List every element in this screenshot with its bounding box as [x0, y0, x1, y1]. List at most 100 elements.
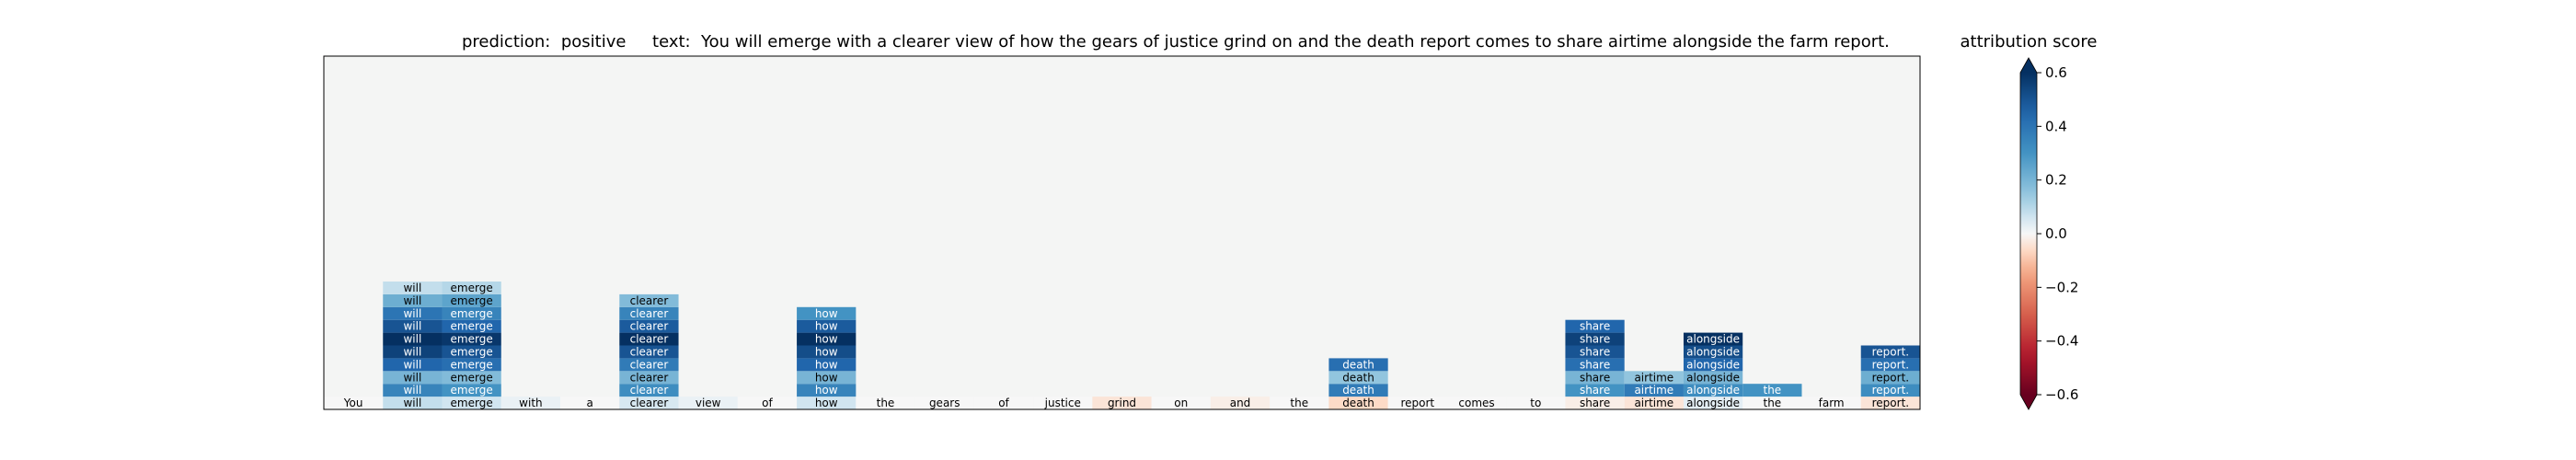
- stack-token-cell: [619, 358, 679, 372]
- stack-token-label: alongside: [1686, 371, 1740, 384]
- stack-token-label: airtime: [1634, 384, 1673, 397]
- base-token-cell: [500, 397, 561, 409]
- stack-token: how: [797, 306, 857, 320]
- stack-token-label: clearer: [630, 320, 669, 333]
- stack-token-cell: [1860, 345, 1920, 359]
- base-token-cell: [1742, 397, 1802, 409]
- base-token-cell: [1328, 397, 1388, 409]
- stack-token: will: [383, 332, 443, 346]
- stack-token-cell: [797, 306, 857, 320]
- plot-area: [323, 55, 1921, 410]
- stack-token: alongside: [1683, 333, 1743, 346]
- stack-token-label: clearer: [630, 333, 669, 346]
- stack-token-label: emerge: [451, 320, 493, 333]
- stack-token: share: [1565, 320, 1625, 333]
- stack-token-label: clearer: [630, 294, 669, 307]
- stack-token-label: death: [1342, 358, 1374, 371]
- stack-token-label: report.: [1872, 384, 1909, 397]
- heatmap-axes: You will emerge with a clearer view of how the gea…: [323, 55, 1921, 410]
- stack-token-cell: [383, 319, 443, 333]
- base-token-label: of: [998, 397, 1009, 409]
- stack-token-cell: [383, 358, 443, 372]
- base-token-label: clearer: [630, 397, 669, 409]
- stack-token: emerge: [442, 319, 501, 333]
- base-token-cell: [1210, 397, 1271, 409]
- stack-token-cell: [383, 293, 443, 307]
- base-token-label: to: [1530, 397, 1541, 409]
- stack-token-label: the: [1764, 384, 1782, 397]
- stack-token: emerge: [442, 333, 501, 346]
- base-token-label: emerge: [451, 397, 493, 409]
- stack-token: report.: [1860, 358, 1920, 371]
- stack-token-cell: [619, 384, 679, 397]
- stack-token: the: [1742, 384, 1802, 397]
- base-token-label: a: [586, 397, 592, 409]
- base-token-cell: [1801, 397, 1861, 409]
- stack-token-label: report.: [1872, 345, 1909, 358]
- stack-token-cell: [1624, 371, 1684, 385]
- stack-token-cell: [619, 293, 679, 307]
- stack-token: will: [383, 384, 443, 397]
- stack-token-label: how: [815, 345, 838, 358]
- colorbar-extend-bottom: [2020, 395, 2037, 409]
- base-token-cell: [973, 397, 1034, 409]
- stack-token-label: alongside: [1686, 345, 1740, 358]
- stack-token-label: share: [1580, 320, 1610, 333]
- base-token-cell: [619, 397, 679, 409]
- colorbar: 0.6 0.4 0.2 0.0 −0.2 −0.4 −0.6: [2019, 57, 2078, 410]
- stack-token: will: [383, 319, 443, 333]
- stack-token: emerge: [442, 293, 501, 307]
- base-token-label: alongside: [1686, 397, 1740, 409]
- stack-token-label: airtime: [1634, 371, 1673, 384]
- base-token-cell: [383, 397, 443, 409]
- stack-token-label: will: [403, 320, 421, 333]
- base-token-cell: [1270, 397, 1329, 409]
- stack-token-cell: [797, 345, 857, 359]
- base-token: how: [797, 397, 857, 409]
- stack-token-cell: [1565, 358, 1625, 372]
- stack-token-cell: [442, 319, 501, 333]
- stack-token: death: [1328, 384, 1388, 397]
- stack-token: will: [383, 371, 443, 384]
- stack-token: clearer: [619, 293, 679, 307]
- stack-token: clearer: [619, 345, 679, 358]
- base-token-label: view: [696, 397, 721, 409]
- stack-token: emerge: [442, 307, 501, 320]
- stack-token: how: [797, 384, 857, 397]
- stack-token: emerge: [442, 384, 501, 397]
- base-token-label: of: [762, 397, 773, 409]
- stack-token: clearer: [619, 358, 679, 372]
- stack-token-label: how: [815, 371, 838, 384]
- base-token-cell: [678, 397, 738, 409]
- stack-token-label: emerge: [451, 358, 493, 371]
- colorbar-gradient: [2020, 73, 2037, 395]
- base-token-label: report: [1400, 397, 1434, 409]
- base-token: emerge: [442, 397, 501, 409]
- stack-token-cell: [797, 384, 857, 397]
- stack-token-label: will: [403, 345, 421, 358]
- base-token-cell: [1683, 397, 1743, 409]
- stack-token-label: report.: [1872, 371, 1909, 384]
- stack-token-label: alongside: [1686, 358, 1740, 371]
- base-token-label: airtime: [1634, 397, 1673, 409]
- stack-token-cell: [442, 293, 501, 307]
- stack-token-label: will: [403, 282, 421, 294]
- base-token-label: the: [877, 397, 895, 409]
- base-token-cell: [1446, 397, 1507, 409]
- stack-token-cell: [1624, 384, 1684, 397]
- base-token-cell: [1624, 397, 1684, 409]
- colorbar-extend-top: [2020, 58, 2037, 73]
- stack-token: emerge: [442, 345, 501, 358]
- stack-token-label: will: [403, 294, 421, 307]
- stack-token-label: alongside: [1686, 333, 1740, 346]
- stack-token-cell: [383, 332, 443, 346]
- stack-token: alongside: [1683, 358, 1743, 371]
- base-token: the: [856, 397, 915, 409]
- base-token-cell: [914, 397, 974, 409]
- stack-token: clearer: [619, 320, 679, 333]
- stack-token: how: [797, 320, 857, 333]
- stack-token-cell: [1328, 371, 1388, 385]
- base-token: will: [383, 397, 443, 409]
- base-token: share: [1565, 397, 1625, 409]
